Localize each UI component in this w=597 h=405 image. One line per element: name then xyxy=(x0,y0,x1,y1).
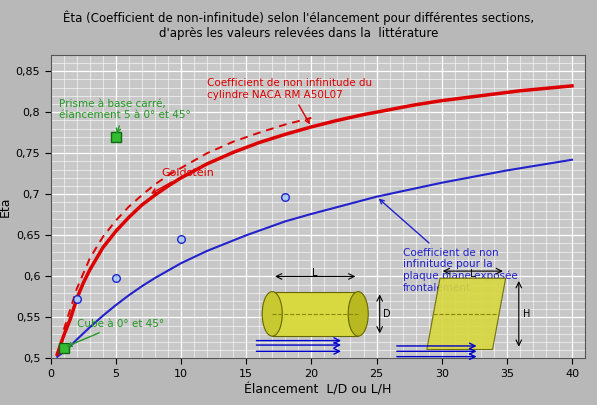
X-axis label: Élancement  L/D ou L/H: Élancement L/D ou L/H xyxy=(244,383,392,396)
Text: Prisme à base carré,
élancement 5 à 0° et 45°: Prisme à base carré, élancement 5 à 0° e… xyxy=(59,99,190,133)
Ellipse shape xyxy=(262,292,282,336)
Ellipse shape xyxy=(348,292,368,336)
Text: D: D xyxy=(383,309,390,319)
Polygon shape xyxy=(427,278,506,350)
Text: Coefficient de non
infinitude pour la
plaque plane exposée
frontalement: Coefficient de non infinitude pour la pl… xyxy=(380,200,518,293)
Text: Coefficient de non infinitude du
cylindre NACA RM A50L07: Coefficient de non infinitude du cylindr… xyxy=(207,78,373,123)
Text: L: L xyxy=(470,269,476,279)
Text: Goldstein: Goldstein xyxy=(152,168,214,193)
Text: H: H xyxy=(523,309,530,319)
Text: Êta (Coefficient de non-infinitude) selon l'élancement pour différentes sections: Êta (Coefficient de non-infinitude) selo… xyxy=(63,10,534,40)
Y-axis label: Êta: Êta xyxy=(0,196,11,217)
Text: Cube à 0° et 45°: Cube à 0° et 45° xyxy=(68,319,164,346)
Text: L: L xyxy=(312,268,318,278)
Polygon shape xyxy=(272,292,358,336)
